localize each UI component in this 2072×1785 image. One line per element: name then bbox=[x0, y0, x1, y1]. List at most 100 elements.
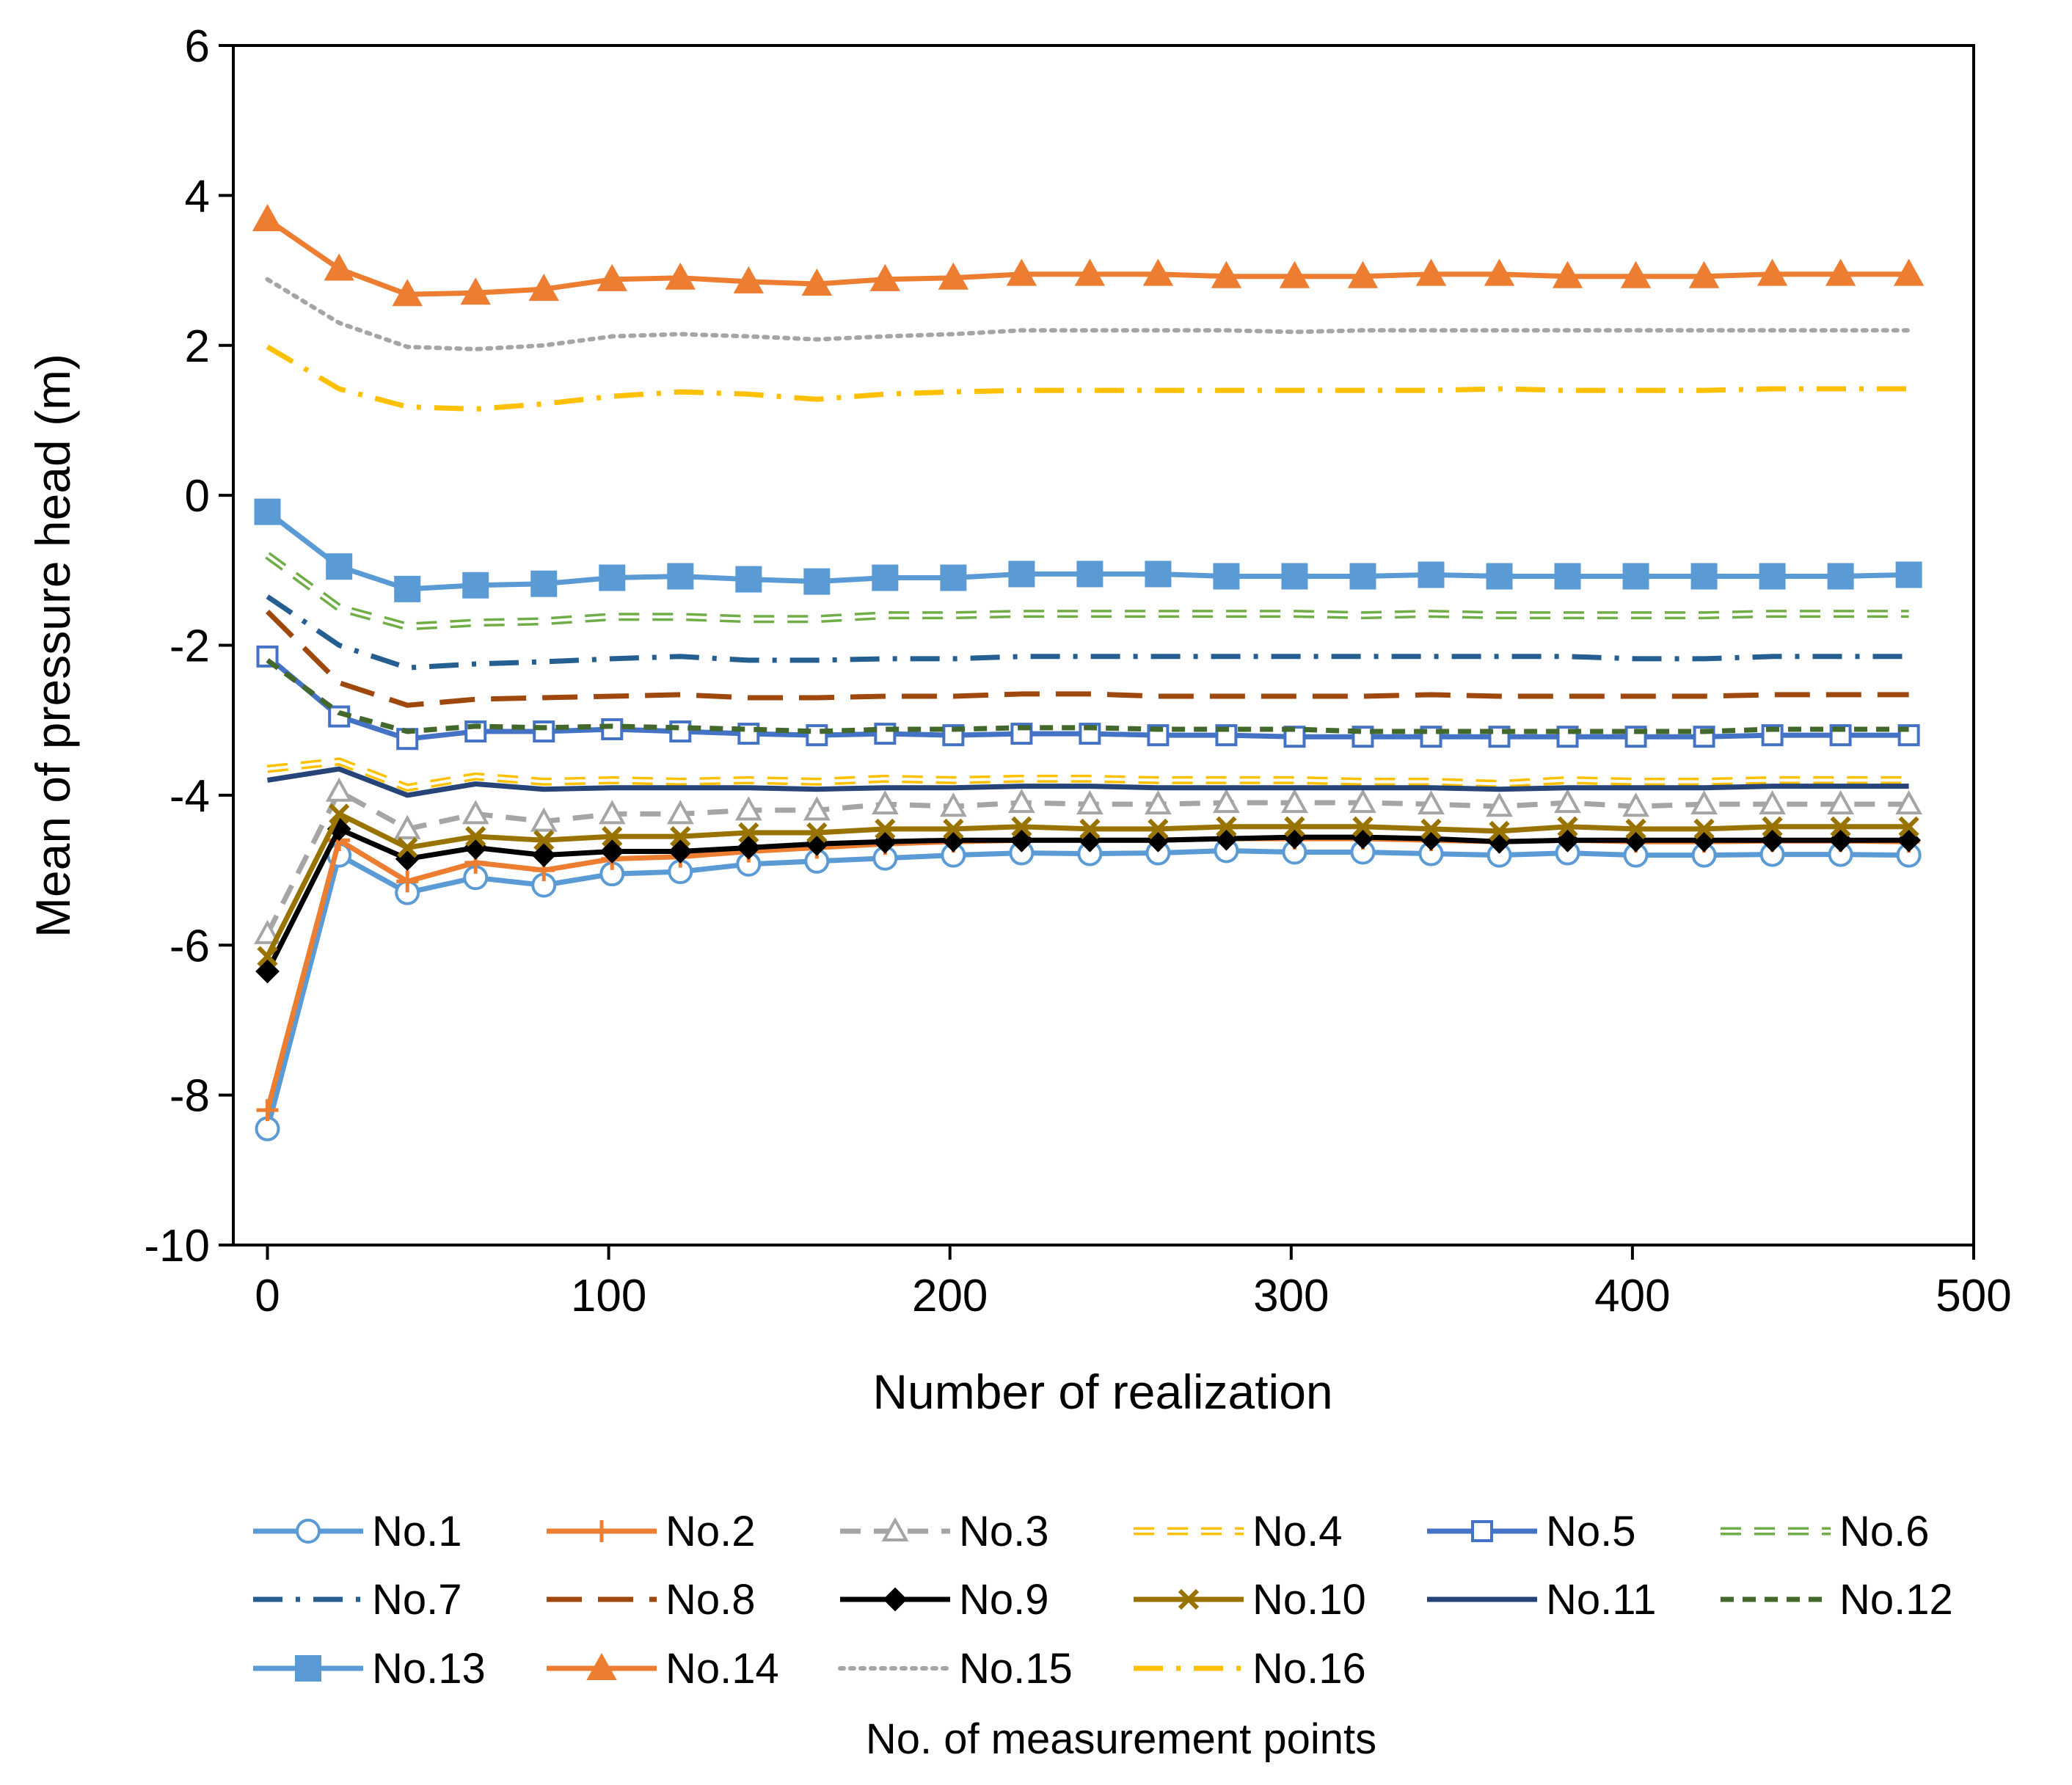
data-point bbox=[256, 1099, 279, 1122]
data-point bbox=[465, 825, 486, 847]
legend-marker bbox=[1471, 1520, 1493, 1542]
legend-entry: No.16 bbox=[1134, 1645, 1366, 1693]
data-point bbox=[1690, 790, 1718, 815]
data-point bbox=[255, 959, 280, 984]
data-point bbox=[666, 800, 694, 825]
data-point bbox=[940, 564, 967, 591]
legend-label: No.9 bbox=[959, 1576, 1049, 1624]
legend-marker bbox=[883, 1587, 908, 1612]
data-point bbox=[530, 570, 558, 597]
data-point bbox=[1759, 790, 1786, 815]
data-point bbox=[938, 262, 969, 290]
legend-entry: No.3 bbox=[840, 1508, 1049, 1555]
series-no8 bbox=[266, 610, 1909, 708]
data-point bbox=[1484, 258, 1515, 286]
legend-entry: No.6 bbox=[1721, 1508, 1930, 1555]
data-point bbox=[869, 263, 901, 291]
data-point bbox=[871, 790, 899, 815]
series-line bbox=[266, 594, 1909, 671]
data-point bbox=[735, 566, 762, 593]
series-no2 bbox=[256, 828, 1920, 1122]
data-point bbox=[1079, 818, 1101, 839]
data-point bbox=[1279, 260, 1310, 288]
data-point bbox=[254, 919, 281, 944]
data-point bbox=[1620, 260, 1652, 288]
data-point bbox=[1418, 790, 1445, 815]
data-point bbox=[1076, 561, 1104, 588]
series-no14 bbox=[252, 204, 1925, 307]
data-point bbox=[806, 724, 828, 747]
x-tick-label: 500 bbox=[1936, 1271, 2011, 1321]
data-point bbox=[667, 563, 694, 590]
data-point bbox=[394, 575, 421, 602]
legend-marker bbox=[586, 1652, 617, 1680]
data-point bbox=[1418, 561, 1445, 588]
data-point bbox=[396, 870, 419, 893]
data-point bbox=[1145, 561, 1172, 588]
data-point bbox=[1213, 563, 1240, 590]
data-point bbox=[252, 204, 283, 232]
data-point bbox=[397, 837, 418, 858]
data-point bbox=[254, 498, 281, 525]
y-tick-label: 2 bbox=[185, 321, 210, 372]
data-point bbox=[1213, 788, 1240, 814]
data-point bbox=[669, 720, 692, 743]
data-point bbox=[1415, 258, 1447, 286]
series-no11 bbox=[266, 766, 1909, 798]
data-point bbox=[801, 268, 833, 296]
data-point bbox=[460, 277, 491, 305]
series-no15 bbox=[265, 277, 1911, 351]
data-point bbox=[1281, 788, 1308, 814]
data-point bbox=[1830, 816, 1851, 837]
legend-label: No.12 bbox=[1839, 1576, 1953, 1624]
data-point bbox=[1074, 258, 1106, 286]
data-point bbox=[1211, 260, 1242, 288]
legend-label: No.2 bbox=[665, 1508, 756, 1555]
data-point bbox=[1895, 790, 1923, 815]
data-point bbox=[1489, 820, 1510, 842]
data-point bbox=[530, 807, 558, 832]
legend-label: No.13 bbox=[372, 1645, 486, 1693]
data-point bbox=[1007, 788, 1035, 814]
x-tick-label: 200 bbox=[912, 1271, 988, 1321]
x-tick-label: 400 bbox=[1594, 1271, 1670, 1321]
data-point bbox=[1690, 563, 1718, 590]
data-point bbox=[462, 572, 489, 599]
data-point bbox=[1011, 816, 1032, 837]
data-point bbox=[1554, 788, 1581, 814]
legend-entry: No.7 bbox=[253, 1576, 462, 1624]
series-line-inner bbox=[267, 759, 1909, 789]
data-point bbox=[533, 830, 555, 851]
series-no12 bbox=[266, 658, 1909, 734]
series-line-inner bbox=[266, 554, 1909, 628]
data-point bbox=[257, 946, 278, 967]
data-point bbox=[668, 839, 693, 864]
data-point bbox=[943, 818, 964, 839]
data-point bbox=[597, 263, 627, 291]
data-point bbox=[392, 279, 423, 307]
data-point bbox=[1557, 816, 1578, 837]
data-point bbox=[736, 835, 761, 860]
legend-entry: No.11 bbox=[1427, 1576, 1656, 1624]
legend-entry: No.9 bbox=[840, 1576, 1049, 1624]
y-tick-label: -6 bbox=[169, 921, 210, 971]
legend-marker bbox=[295, 1655, 321, 1682]
legend: No.1 No.2 No.3 No.4 No.5 No.6 No.7 No.8 No.9 No.1… bbox=[253, 1508, 1953, 1693]
data-point bbox=[1825, 258, 1856, 286]
data-point bbox=[1827, 790, 1855, 815]
data-point bbox=[462, 800, 489, 825]
y-tick-label: 4 bbox=[185, 171, 210, 222]
data-point bbox=[1349, 563, 1376, 590]
axes: -10 -8 -6 -4 -2 0 2 4 6 0 100 200 300 400 500 bbox=[144, 21, 2011, 1321]
data-point bbox=[601, 718, 624, 740]
legend-entry: No.5 bbox=[1427, 1508, 1636, 1555]
legend-label: No.6 bbox=[1839, 1508, 1930, 1555]
legend-label: No.1 bbox=[372, 1508, 462, 1555]
data-point bbox=[324, 253, 354, 281]
data-point bbox=[665, 262, 696, 290]
plot-border bbox=[232, 44, 1975, 1246]
data-point bbox=[803, 796, 831, 821]
y-tick-label: -10 bbox=[144, 1221, 210, 1271]
legend-label: No.3 bbox=[959, 1508, 1049, 1555]
